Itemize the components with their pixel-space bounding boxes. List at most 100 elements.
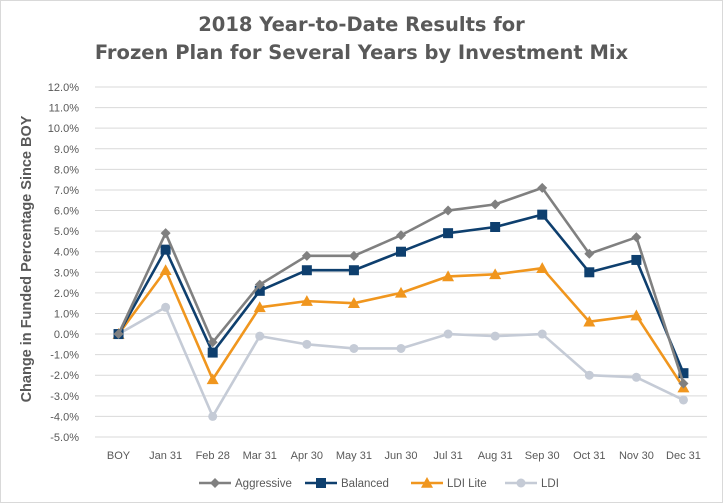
data-point-circle (396, 343, 406, 353)
data-point-circle (516, 478, 526, 488)
series-ldi-lite (112, 262, 690, 393)
data-point-circle (208, 411, 218, 421)
data-point-diamond (113, 329, 124, 340)
y-tick-label: 9.0% (54, 144, 79, 156)
data-point-diamond (348, 250, 359, 261)
y-tick-label: 5.0% (54, 226, 79, 238)
series-line (117, 186, 685, 384)
data-point-triangle (300, 295, 313, 306)
x-tick-label: May 31 (336, 450, 372, 462)
data-point-diamond (160, 228, 171, 239)
data-point-square (396, 246, 406, 257)
data-point-circle (255, 331, 265, 341)
series-line (117, 266, 685, 389)
chart-title-line-1: 2018 Year-to-Date Results for (198, 13, 525, 36)
data-point-square (254, 285, 265, 296)
y-tick-label: 12.0% (48, 82, 79, 94)
data-point-diamond (631, 232, 642, 243)
data-point-square (537, 209, 548, 220)
data-point-square (348, 265, 359, 276)
data-point-square (207, 347, 218, 358)
data-point-circle (631, 372, 641, 382)
series-ldi (114, 302, 688, 421)
data-point-diamond (396, 230, 406, 241)
legend-item-aggressive: Aggressive (199, 478, 292, 490)
data-point-circle (537, 329, 547, 339)
data-point-circle (161, 302, 171, 312)
data-point-triangle (630, 309, 643, 321)
data-point-triangle (489, 268, 502, 280)
data-point-square (490, 222, 501, 232)
data-point-diamond (207, 337, 218, 348)
data-point-circle (349, 343, 359, 353)
data-point-circle (490, 331, 500, 341)
data-point-diamond (254, 279, 265, 290)
legend-item-ldi-lite: LDI Lite (411, 477, 487, 490)
data-point-square (316, 478, 326, 488)
y-tick-label: 0.0% (54, 329, 79, 341)
x-tick-label: Jan 31 (149, 450, 182, 462)
data-point-circle (584, 370, 594, 380)
data-point-diamond (301, 250, 312, 261)
x-tick-label: Aug 31 (478, 450, 513, 462)
gridlines (95, 86, 707, 438)
x-tick-label: Nov 30 (619, 450, 654, 462)
axes: -5.0% -4.0% -3.0% -2.0% -1.0% 0.0% 1.0% 2.0% 3.0… (48, 82, 701, 462)
data-point-square (443, 228, 454, 239)
data-point-triangle (347, 297, 360, 308)
y-tick-label: -5.0% (50, 432, 79, 444)
y-axis-label: Change in Funded Percentage Since BOY (19, 115, 35, 402)
x-tick-label: Feb 28 (196, 450, 230, 462)
data-point-square (584, 267, 595, 278)
x-tick-label: Apr 30 (291, 450, 323, 462)
x-tick-label: Dec 31 (666, 450, 701, 462)
data-point-diamond (537, 182, 548, 193)
data-point-square (301, 265, 312, 276)
data-point-triangle (159, 264, 172, 276)
x-tick-label: Jun 30 (384, 450, 417, 462)
y-tick-label: 10.0% (48, 123, 79, 135)
data-point-triangle (442, 270, 455, 282)
y-tick-label: 2.0% (54, 288, 79, 300)
x-tick-label: Sep 30 (525, 450, 560, 462)
y-tick-label: 6.0% (54, 206, 79, 218)
data-point-circle (302, 339, 312, 349)
data-point-circle (678, 395, 688, 405)
data-point-triangle (421, 477, 433, 488)
chart-title: 2018 Year-to-Date Results for Frozen Pla… (1, 11, 722, 67)
data-point-diamond (490, 199, 501, 210)
data-point-diamond (210, 478, 220, 488)
data-point-diamond (443, 205, 454, 216)
legend-label: LDI (541, 478, 559, 490)
data-point-square (678, 368, 689, 379)
legend-label: Balanced (341, 478, 389, 490)
data-point-triangle (395, 286, 407, 298)
y-tick-label: -1.0% (50, 350, 79, 362)
data-point-circle (443, 329, 453, 339)
x-tick-label: BOY (107, 450, 131, 462)
legend: Aggressive Balanced LDI Lite LDI (199, 477, 559, 490)
y-tick-label: 8.0% (54, 164, 79, 176)
legend-label: Aggressive (235, 478, 292, 490)
data-point-diamond (584, 248, 595, 259)
data-point-diamond (678, 378, 689, 389)
data-point-square (160, 244, 171, 255)
data-point-triangle (536, 262, 549, 273)
data-point-triangle (583, 315, 596, 327)
x-tick-label: Mar 31 (243, 450, 277, 462)
series-aggressive (113, 182, 689, 389)
y-tick-label: 1.0% (54, 308, 79, 320)
y-tick-label: 3.0% (54, 267, 79, 279)
chart-title-line-2: Frozen Plan for Several Years by Investm… (94, 41, 629, 64)
data-point-square (631, 254, 642, 265)
legend-label: LDI Lite (447, 478, 487, 490)
y-tick-label: 7.0% (54, 185, 79, 197)
y-tick-label: -3.0% (50, 391, 79, 403)
legend-item-balanced: Balanced (305, 478, 389, 490)
y-tick-label: 4.0% (54, 247, 79, 259)
x-tick-label: Jul 31 (433, 450, 462, 462)
legend-item-ldi: LDI (505, 478, 559, 490)
y-tick-label: -4.0% (50, 411, 79, 423)
